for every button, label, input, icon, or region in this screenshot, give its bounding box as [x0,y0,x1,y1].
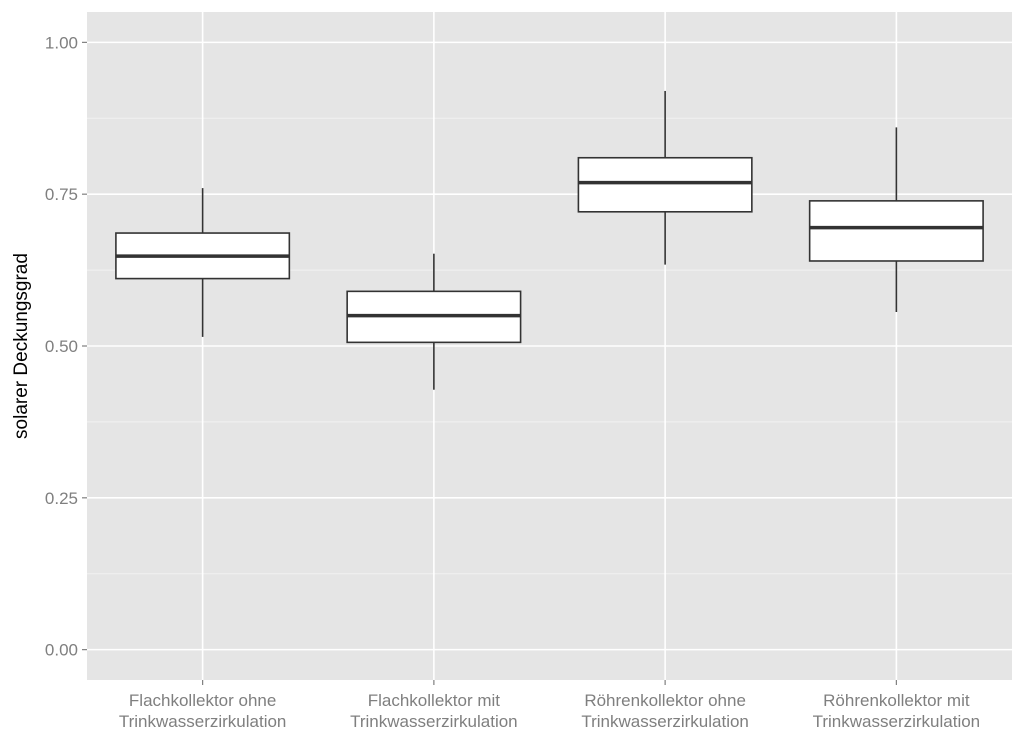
y-tick-label: 0.50 [45,337,78,356]
y-tick-label: 1.00 [45,33,78,52]
y-tick-label: 0.75 [45,185,78,204]
y-tick-label: 0.00 [45,641,78,660]
box-group [577,90,753,265]
y-axis-title: solarer Deckungsgrad [11,253,32,439]
x-category-label: Flachkollektor ohne Trinkwasserzirkulatio… [119,691,287,731]
x-category-label-line: Trinkwasserzirkulation [350,712,518,731]
boxes-layer [115,90,984,390]
x-axis: Flachkollektor ohne Trinkwasserzirkulatio… [119,680,980,731]
x-category-label-line: Röhrenkollektor ohne [584,691,746,710]
box-group [808,127,984,312]
x-category-label: Röhrenkollektor mit Trinkwasserzirkulatio… [813,691,981,731]
x-category-label-line: Röhrenkollektor mit [823,691,970,710]
x-category-label: Flachkollektor mit Trinkwasserzirkulation [350,691,518,731]
x-category-label: Röhrenkollektor ohne Trinkwasserzirkulati… [581,691,749,731]
iqr-box [808,200,984,262]
x-category-label-line: Trinkwasserzirkulation [581,712,749,731]
y-axis: 0.00 0.25 0.50 0.75 1.00 [45,33,87,660]
x-category-label-line: Flachkollektor ohne [129,691,276,710]
box-group [346,253,522,390]
x-category-label-line: Trinkwasserzirkulation [119,712,287,731]
box-group [115,188,291,337]
x-category-label-line: Trinkwasserzirkulation [813,712,981,731]
x-category-label-line: Flachkollektor mit [368,691,501,710]
iqr-box [577,156,753,213]
y-tick-label: 0.25 [45,489,78,508]
